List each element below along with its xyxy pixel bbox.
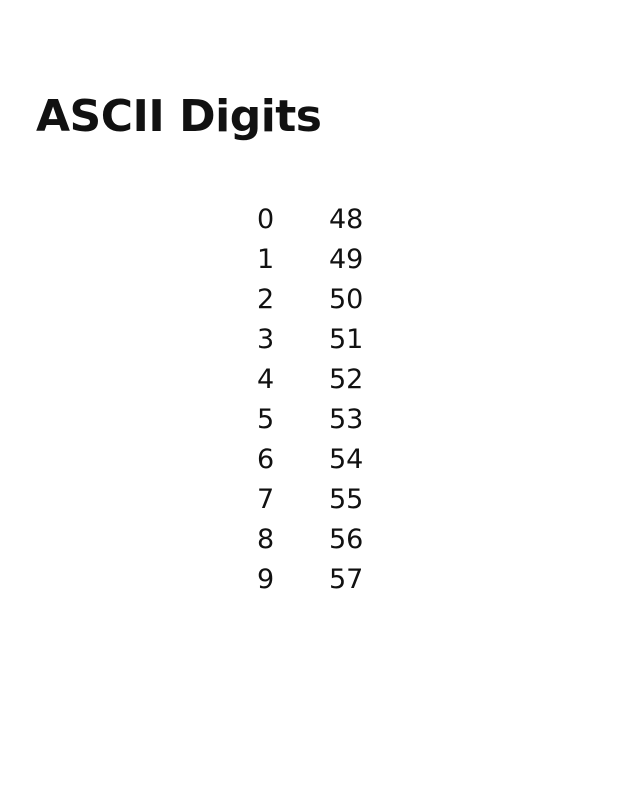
digit-cell: 4 (257, 364, 275, 395)
table-row: 4 52 (257, 360, 389, 400)
ascii-code-cell: 54 (329, 444, 364, 475)
digit-cell: 7 (257, 484, 275, 515)
ascii-code-cell: 49 (329, 244, 364, 275)
ascii-code-cell: 53 (329, 404, 364, 435)
table-row: 3 51 (257, 320, 389, 360)
digit-cell: 2 (257, 284, 275, 315)
table-row: 5 53 (257, 400, 389, 440)
table-row: 6 54 (257, 440, 389, 480)
digit-cell: 6 (257, 444, 275, 475)
digit-cell: 9 (257, 564, 275, 595)
ascii-code-cell: 57 (329, 564, 364, 595)
ascii-code-cell: 55 (329, 484, 364, 515)
table-row: 8 56 (257, 520, 389, 560)
ascii-code-cell: 48 (329, 204, 364, 235)
table-row: 0 48 (257, 200, 389, 240)
digit-cell: 3 (257, 324, 275, 355)
ascii-code-cell: 52 (329, 364, 364, 395)
digit-cell: 5 (257, 404, 275, 435)
table-row: 7 55 (257, 480, 389, 520)
ascii-code-cell: 51 (329, 324, 364, 355)
table-row: 2 50 (257, 280, 389, 320)
digit-cell: 1 (257, 244, 275, 275)
table-row: 9 57 (257, 560, 389, 600)
table-row: 1 49 (257, 240, 389, 280)
ascii-code-cell: 56 (329, 524, 364, 555)
page-title: ASCII Digits (36, 91, 322, 142)
digit-cell: 0 (257, 204, 275, 235)
ascii-code-cell: 50 (329, 284, 364, 315)
digit-cell: 8 (257, 524, 275, 555)
digit-table: 0 48 1 49 2 50 3 51 4 52 5 53 6 54 7 55 … (257, 200, 389, 600)
